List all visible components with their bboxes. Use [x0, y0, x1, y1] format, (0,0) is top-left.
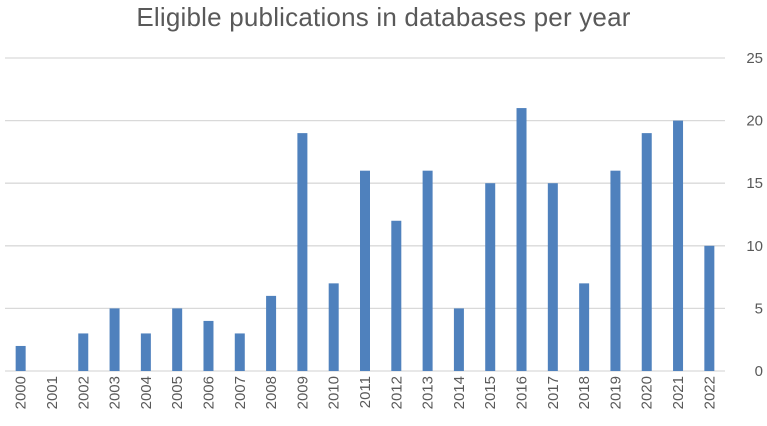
x-tick-label: 2010	[326, 376, 343, 409]
bar-2021	[673, 120, 684, 371]
bar-2008	[266, 295, 277, 371]
x-tick-label: 2004	[138, 376, 155, 409]
x-tick-label: 2014	[451, 376, 468, 409]
bar-2007	[234, 333, 245, 371]
x-tick-label: 2009	[294, 376, 311, 409]
bar-2019	[610, 170, 621, 371]
x-tick-label: 2018	[576, 376, 593, 409]
y-tick-label: 20	[746, 113, 763, 130]
bar-2003	[109, 308, 120, 371]
x-tick-label: 2020	[639, 376, 656, 409]
x-tick-label: 2021	[670, 376, 687, 409]
x-tick-label: 2005	[169, 376, 186, 409]
y-tick-label: 25	[746, 50, 763, 67]
x-tick-label: 2007	[232, 376, 249, 409]
bar-2017	[547, 183, 558, 371]
x-tick-label: 2012	[388, 376, 405, 409]
bar-2014	[453, 308, 464, 371]
x-tick-label: 2022	[701, 376, 718, 409]
chart-title: Eligible publications in databases per y…	[136, 2, 631, 32]
y-tick-label: 5	[755, 300, 763, 317]
bar-2012	[391, 220, 402, 371]
bar-2009	[297, 133, 308, 371]
x-tick-label: 2006	[200, 376, 217, 409]
y-tick-label: 15	[746, 175, 763, 192]
x-tick-label: 2016	[514, 376, 531, 409]
bar-2013	[422, 170, 433, 371]
x-tick-label: 2008	[263, 376, 280, 409]
bar-2022	[704, 245, 715, 371]
bar-2004	[140, 333, 151, 371]
bar-2002	[78, 333, 89, 371]
bar-2000	[15, 345, 26, 371]
x-tick-label: 2011	[357, 376, 374, 408]
bar-2010	[328, 283, 339, 371]
y-tick-label: 0	[755, 363, 763, 380]
x-tick-label: 2002	[75, 376, 92, 409]
bar-2005	[172, 308, 183, 371]
x-tick-label: 2013	[420, 376, 437, 409]
bar-2006	[203, 320, 214, 371]
x-tick-label: 2017	[545, 376, 562, 409]
bars	[15, 108, 715, 371]
x-tick-label: 2003	[107, 376, 124, 409]
bar-2020	[641, 133, 652, 371]
bar-2018	[579, 283, 590, 371]
x-tick-label: 2019	[607, 376, 624, 409]
bar-2015	[485, 183, 496, 371]
x-tick-label: 2001	[44, 376, 61, 409]
y-tick-labels: 0 5 10 15 20 25	[746, 50, 763, 380]
x-tick-label: 2000	[13, 376, 30, 409]
x-tick-labels: 2000 2001 2002 2003 2004 2005 2006 2007 2008 2009…	[13, 376, 719, 409]
x-tick-label: 2015	[482, 376, 499, 409]
bar-2016	[516, 108, 527, 371]
y-tick-label: 10	[746, 238, 763, 255]
bar-2011	[360, 170, 370, 371]
